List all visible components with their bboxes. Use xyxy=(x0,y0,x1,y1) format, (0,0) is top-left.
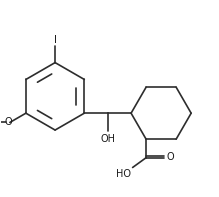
Text: O: O xyxy=(5,117,12,127)
Text: HO: HO xyxy=(116,169,131,179)
Text: O: O xyxy=(166,152,174,162)
Text: I: I xyxy=(54,34,57,45)
Text: OH: OH xyxy=(101,134,116,144)
